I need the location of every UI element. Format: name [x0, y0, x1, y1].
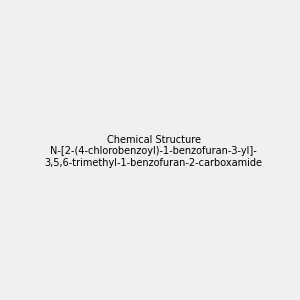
Text: Chemical Structure
N-[2-(4-chlorobenzoyl)-1-benzofuran-3-yl]-
3,5,6-trimethyl-1-: Chemical Structure N-[2-(4-chlorobenzoyl…: [45, 135, 263, 168]
